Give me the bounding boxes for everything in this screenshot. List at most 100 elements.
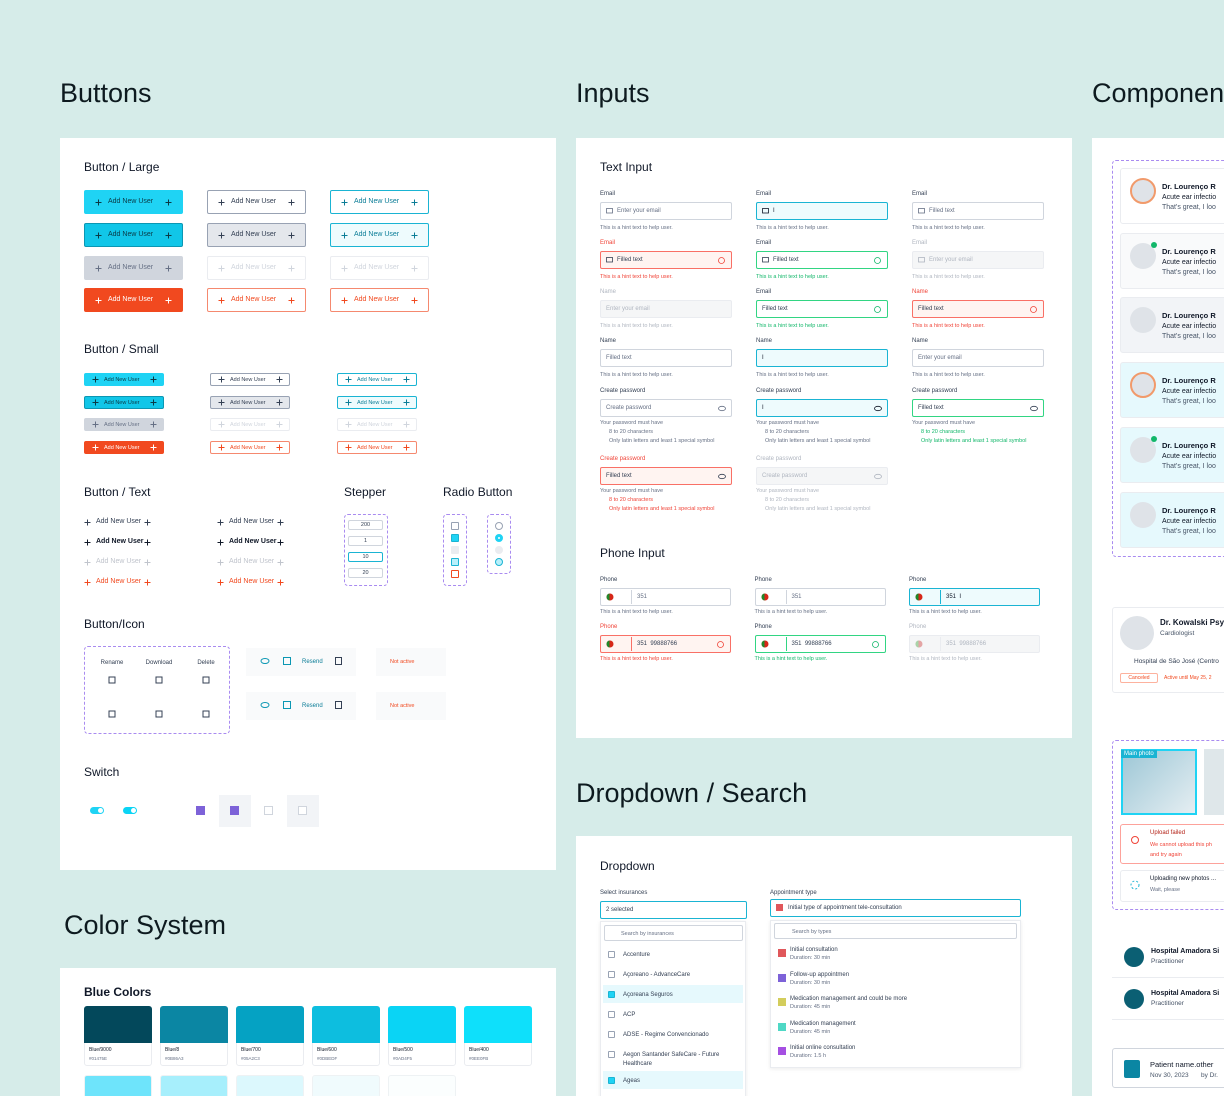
input-value: Filled text [929,208,955,214]
radio[interactable] [495,522,503,530]
swatch-name: Blue/9000 [89,1047,112,1053]
text-button[interactable]: Add New User [96,518,142,525]
input[interactable] [756,399,888,417]
button[interactable] [337,373,417,386]
radio[interactable] [495,534,503,542]
option[interactable]: Aegon Santander SafeCare - Future Health… [623,1052,720,1067]
text-button[interactable]: Add New User [229,518,275,525]
text-button[interactable]: Add New User [96,578,142,585]
code-divider [785,637,787,651]
text-button[interactable]: Add New User [229,558,275,565]
swatch-hex: #0DBEDF [317,1056,338,1061]
input[interactable] [912,251,1044,269]
text-button[interactable]: Add New User [229,538,277,545]
text-button[interactable]: Add New User [96,538,144,545]
checkbox[interactable] [196,806,205,815]
edit-icon [283,701,291,709]
button[interactable] [84,418,164,431]
resend-button[interactable]: Resend [302,659,323,665]
option[interactable]: Initial consultation [790,947,838,953]
option[interactable]: ADSE - Regime Convencionado [623,1032,709,1038]
input[interactable] [756,467,888,485]
option[interactable]: Ageas [623,1078,641,1084]
switch[interactable] [123,807,137,814]
input[interactable] [912,349,1044,367]
checkbox[interactable] [451,522,459,530]
phone-input[interactable] [754,635,886,653]
icon-frame [84,646,230,734]
phone-input[interactable] [754,588,886,606]
button[interactable] [337,418,417,431]
button[interactable] [210,396,290,409]
option[interactable]: Follow-up appointmen [790,971,850,978]
phone-input[interactable] [909,635,1040,653]
checkbox[interactable] [608,1031,615,1038]
input[interactable] [600,300,732,318]
group-title: Button/Icon [84,617,145,631]
button[interactable] [210,418,290,431]
checkbox[interactable] [451,558,459,566]
button[interactable] [84,396,164,409]
select[interactable] [600,901,747,919]
input[interactable] [756,349,888,367]
checkbox[interactable] [608,951,615,958]
plus-icon [403,444,410,451]
text-button[interactable]: Add New User [96,558,142,565]
checkbox[interactable] [608,1077,615,1084]
group-title: Button / Small [84,342,159,356]
input[interactable] [600,399,732,417]
checkbox[interactable] [264,806,273,815]
option[interactable]: Initial online consultation [790,1045,856,1052]
checkbox[interactable] [451,546,459,554]
checkbox[interactable] [608,991,615,998]
option[interactable]: Medication management [790,1020,856,1027]
switch[interactable] [90,807,104,814]
code-divider [631,637,632,651]
uploading [1120,870,1224,902]
checkbox[interactable] [608,1051,615,1058]
checkbox[interactable] [230,806,239,815]
radio[interactable] [495,558,503,566]
password-rule: Your password must have [600,420,664,426]
option[interactable]: Accenture [623,952,651,958]
input[interactable] [756,202,888,220]
mail-icon [606,257,613,263]
radio[interactable] [495,546,503,554]
select[interactable] [770,899,1021,917]
button[interactable] [337,396,417,409]
option[interactable]: Açoreano - AdvanceCare [623,972,691,978]
input[interactable] [600,467,732,485]
input[interactable] [912,399,1044,417]
option[interactable]: Medication management and could be more [790,996,908,1003]
input[interactable] [912,202,1044,220]
plus-icon [345,444,352,451]
checkbox[interactable] [451,570,459,578]
checkbox[interactable] [608,971,615,978]
checkbox[interactable] [298,806,307,815]
input[interactable] [600,202,732,220]
resend-button[interactable]: Resend [302,703,323,709]
button-label: Add New User [104,399,140,406]
chat-name: Dr. Lourenço R [1162,182,1216,191]
checkbox[interactable] [451,534,459,542]
button[interactable] [84,373,164,386]
button[interactable] [337,441,417,454]
checkbox[interactable] [608,1011,615,1018]
input[interactable] [756,300,888,318]
input[interactable] [600,349,732,367]
button[interactable] [84,441,164,454]
option[interactable]: Açoreana Seguros [623,992,673,998]
text-button[interactable]: Add New User [229,578,275,585]
password-rule: Only latin letters and least 1 special s… [609,438,715,444]
button[interactable] [210,373,290,386]
phone-input[interactable] [600,635,731,653]
input[interactable] [756,251,888,269]
input[interactable] [912,300,1044,318]
option[interactable]: ACP [623,1012,636,1018]
button[interactable] [210,441,290,454]
phone-input[interactable] [909,588,1040,606]
phone-input[interactable] [600,588,731,606]
input[interactable] [600,251,732,269]
plus-icon [218,199,225,206]
chat-message: That's great, I loo [1162,204,1216,211]
